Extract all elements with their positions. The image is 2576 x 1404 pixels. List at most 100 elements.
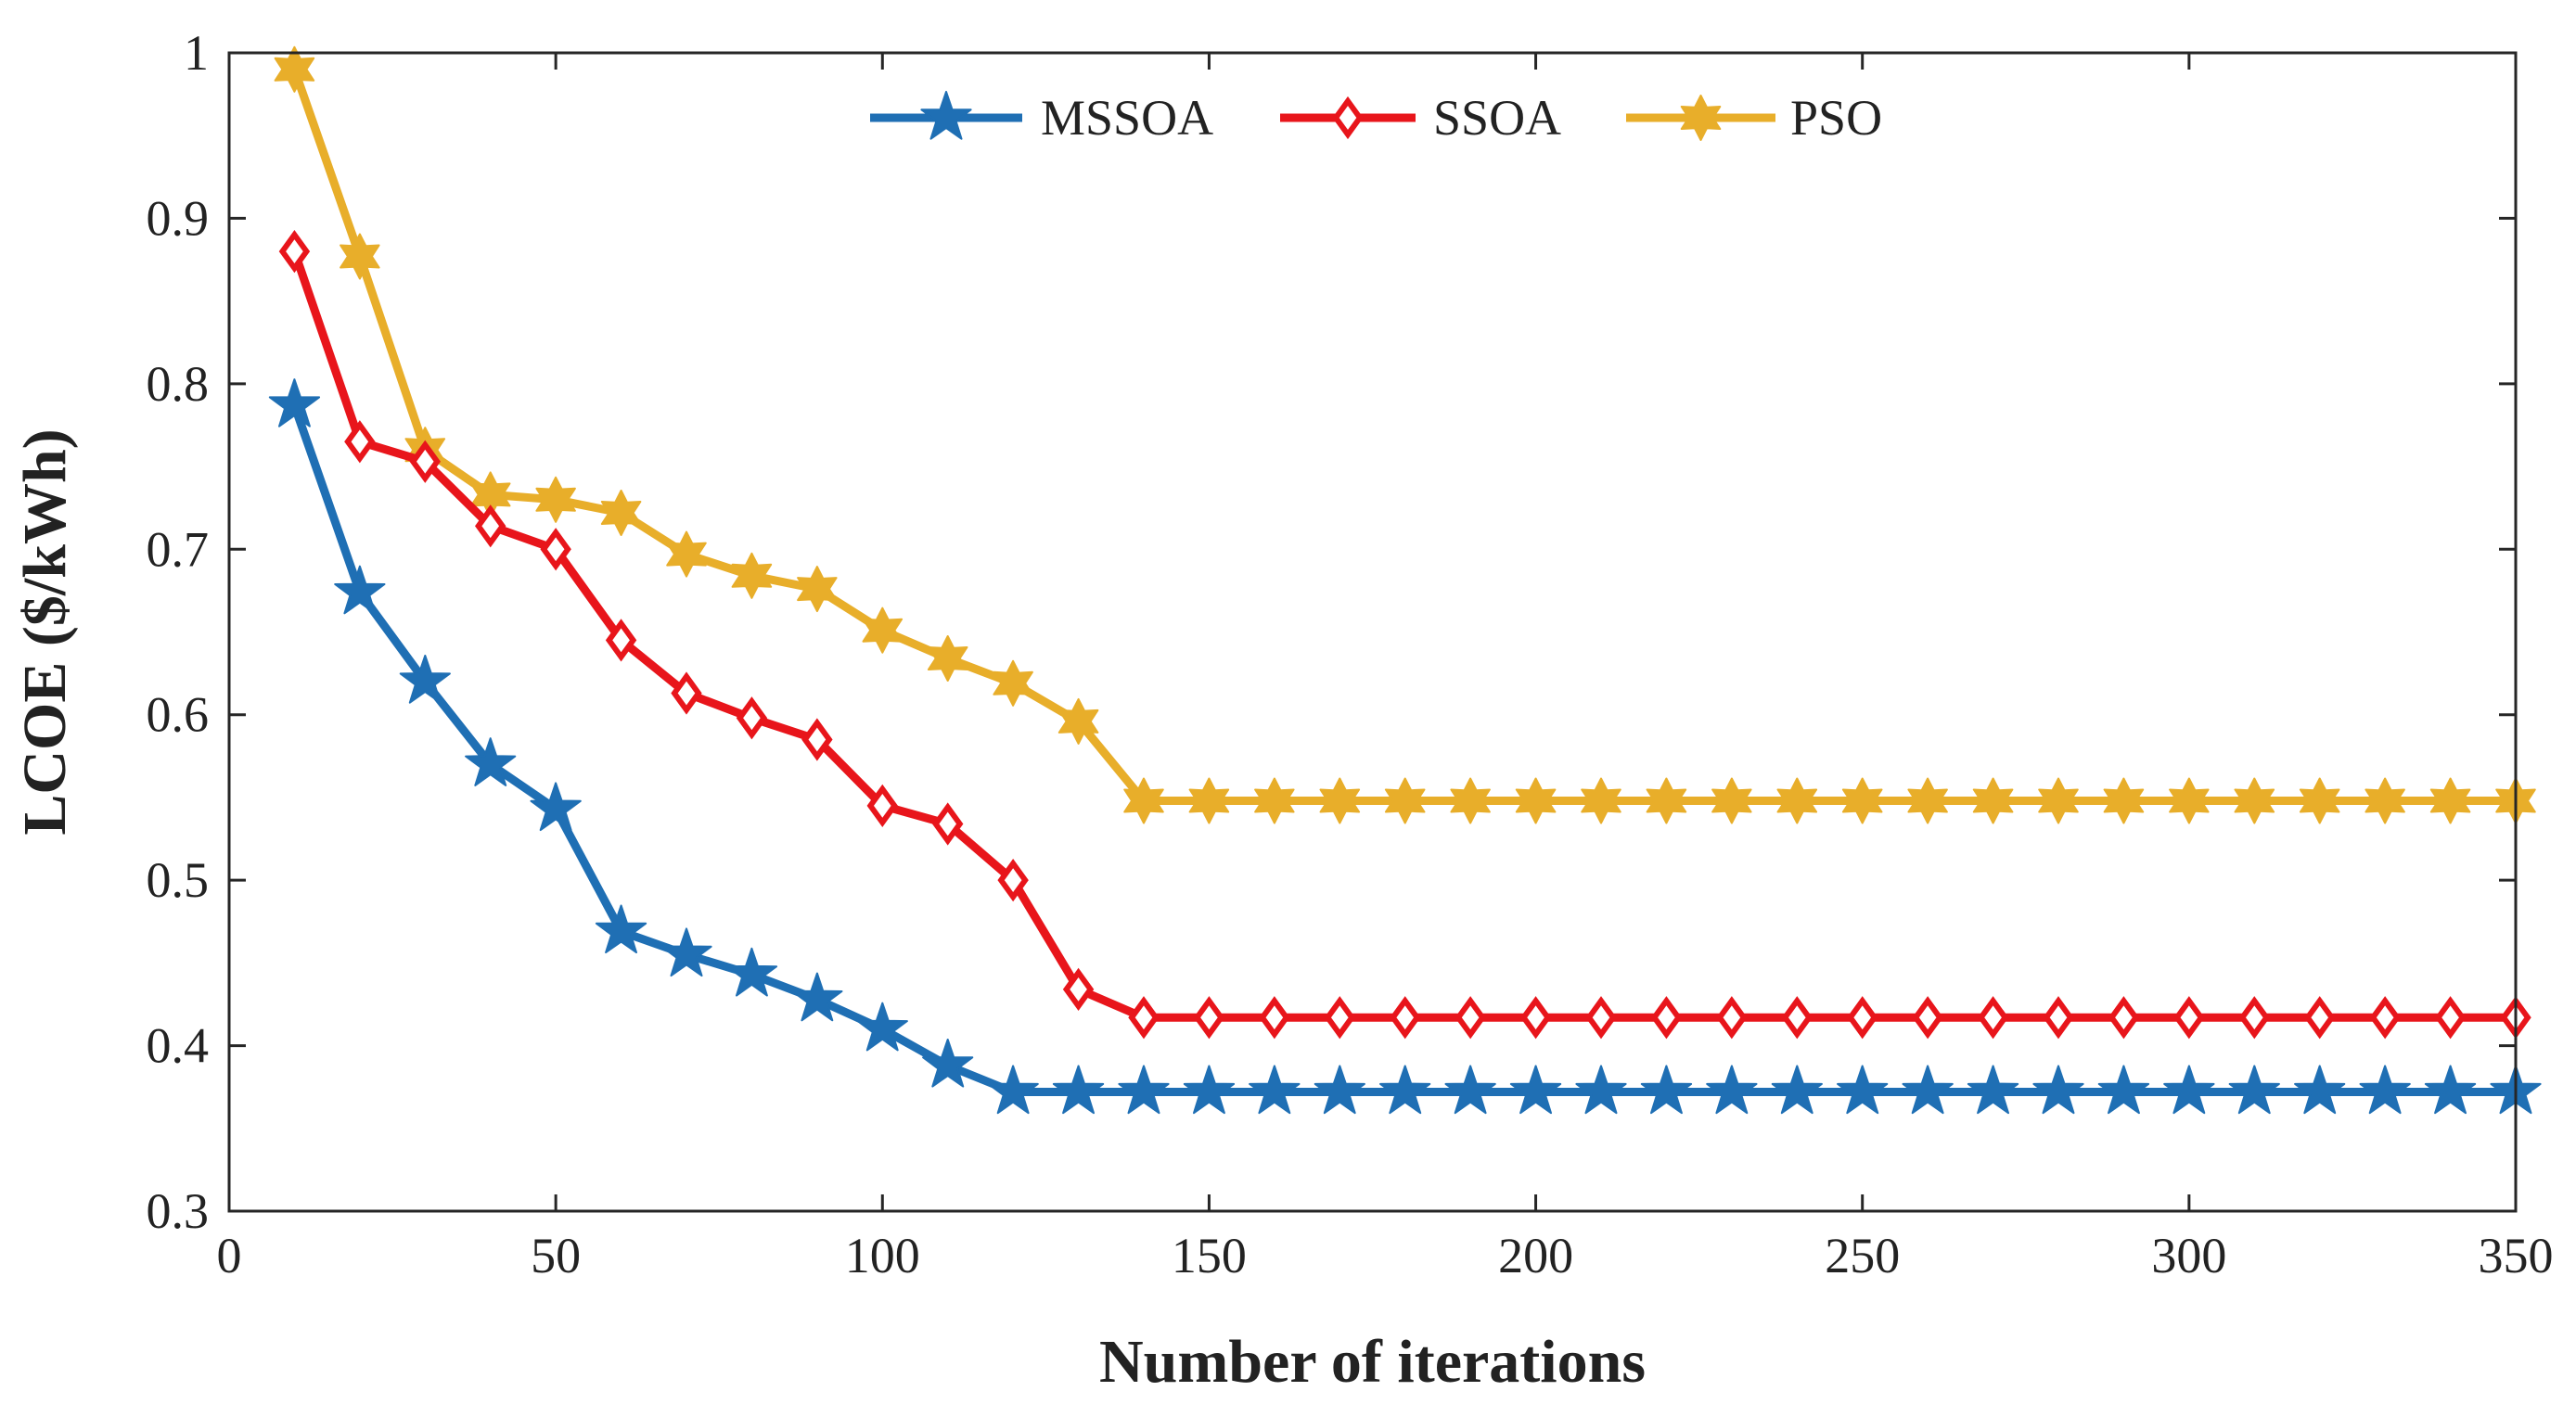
- data-point-mssoa: [2032, 1065, 2084, 1115]
- data-point-pso: [1841, 777, 1883, 824]
- data-point-pso: [2103, 777, 2145, 824]
- y-tick-label: 0.8: [147, 356, 210, 412]
- data-point-mssoa: [334, 565, 386, 615]
- data-point-mssoa: [660, 927, 712, 977]
- data-point-ssoa: [2434, 996, 2467, 1040]
- series-ssoa: [278, 229, 2531, 1040]
- legend-marker-pso: [1680, 95, 1722, 141]
- data-point-ssoa: [1847, 996, 1878, 1040]
- data-point-ssoa: [1519, 996, 1552, 1040]
- data-point-ssoa: [1912, 996, 1943, 1040]
- data-point-pso: [1907, 777, 1948, 824]
- data-point-ssoa: [1585, 996, 1617, 1040]
- data-point-mssoa: [922, 1039, 974, 1088]
- data-point-mssoa: [399, 655, 451, 704]
- data-point-pso: [274, 45, 315, 93]
- legend-entry-pso: PSO: [1626, 90, 1882, 146]
- data-point-pso: [2365, 777, 2405, 824]
- data-point-ssoa: [997, 859, 1029, 902]
- data-point-ssoa: [278, 229, 311, 274]
- data-point-ssoa: [932, 802, 964, 846]
- data-point-pso: [862, 606, 904, 654]
- data-point-ssoa: [605, 619, 637, 662]
- data-point-mssoa: [725, 947, 778, 997]
- legend-entry-ssoa: SSOA: [1280, 90, 1561, 146]
- y-tick-label: 0.4: [147, 1018, 210, 1074]
- legend-entry-mssoa: MSSOA: [870, 90, 1213, 146]
- data-point-ssoa: [671, 671, 702, 715]
- data-point-mssoa: [1314, 1065, 1365, 1115]
- data-point-ssoa: [1716, 996, 1748, 1040]
- data-point-ssoa: [866, 784, 898, 827]
- data-point-mssoa: [1902, 1065, 1954, 1115]
- data-point-ssoa: [1390, 996, 1421, 1040]
- data-point-mssoa: [1706, 1065, 1758, 1115]
- data-point-ssoa: [1259, 996, 1290, 1040]
- legend-label-mssoa: MSSOA: [1041, 90, 1213, 146]
- data-point-pso: [1057, 697, 1099, 745]
- x-tick-label: 100: [845, 1228, 920, 1283]
- data-point-mssoa: [2228, 1065, 2280, 1115]
- data-point-pso: [1581, 777, 1621, 824]
- data-point-mssoa: [1444, 1065, 1496, 1115]
- y-tick-label: 0.9: [147, 190, 210, 246]
- data-point-pso: [1384, 777, 1426, 824]
- data-point-pso: [993, 659, 1033, 707]
- data-point-pso: [731, 552, 773, 599]
- x-tick-label: 250: [1825, 1228, 1900, 1283]
- data-point-pso: [1776, 777, 1818, 824]
- x-tick-label: 0: [217, 1228, 242, 1283]
- data-point-ssoa: [2238, 996, 2270, 1040]
- data-point-ssoa: [2304, 996, 2336, 1040]
- y-axis-title: LCOE ($/kWh): [11, 428, 79, 835]
- data-point-pso: [2429, 777, 2471, 824]
- x-tick-label: 300: [2151, 1228, 2226, 1283]
- data-point-pso: [797, 566, 838, 613]
- data-point-mssoa: [1183, 1065, 1236, 1115]
- legend-label-ssoa: SSOA: [1433, 90, 1561, 146]
- data-point-mssoa: [2163, 1065, 2215, 1115]
- data-point-ssoa: [2043, 996, 2074, 1040]
- data-point-pso: [2038, 777, 2079, 824]
- y-tick-label: 1: [184, 25, 209, 81]
- data-point-ssoa: [1650, 996, 1683, 1040]
- x-tick-label: 200: [1498, 1228, 1573, 1283]
- data-point-ssoa: [1128, 996, 1160, 1040]
- data-point-mssoa: [2097, 1065, 2150, 1115]
- series-mssoa: [268, 378, 2542, 1115]
- data-point-pso: [1515, 777, 1557, 824]
- series-pso: [274, 45, 2536, 824]
- data-point-mssoa: [856, 1002, 908, 1052]
- legend-marker-mssoa: [920, 91, 972, 140]
- data-point-mssoa: [2294, 1065, 2346, 1115]
- legend-label-pso: PSO: [1790, 90, 1882, 146]
- data-point-mssoa: [987, 1065, 1039, 1115]
- data-point-mssoa: [1967, 1065, 2019, 1115]
- data-point-pso: [1450, 777, 1491, 824]
- series-layer: [268, 45, 2542, 1115]
- data-point-pso: [1972, 777, 2014, 824]
- data-point-pso: [2299, 777, 2340, 824]
- data-point-pso: [1711, 777, 1752, 824]
- y-tick-label: 0.5: [147, 852, 210, 908]
- data-point-mssoa: [1509, 1065, 1562, 1115]
- data-point-ssoa: [1781, 996, 1813, 1040]
- x-tick-label: 350: [2479, 1228, 2554, 1283]
- data-point-mssoa: [1837, 1065, 1889, 1115]
- data-point-pso: [2169, 777, 2210, 824]
- x-tick-label: 50: [531, 1228, 581, 1283]
- y-tick-label: 0.7: [147, 521, 210, 577]
- data-point-mssoa: [1640, 1065, 1693, 1115]
- data-point-mssoa: [2424, 1065, 2477, 1115]
- data-point-pso: [535, 476, 576, 523]
- y-tick-label: 0.6: [147, 687, 210, 743]
- data-point-pso: [1319, 777, 1361, 824]
- data-point-ssoa: [1455, 996, 1486, 1040]
- data-point-mssoa: [530, 782, 582, 832]
- data-point-pso: [1188, 777, 1230, 824]
- data-point-ssoa: [1977, 996, 2009, 1040]
- x-axis-title: Number of iterations: [1099, 1328, 1646, 1396]
- data-point-ssoa: [475, 504, 506, 548]
- data-point-mssoa: [1118, 1065, 1170, 1115]
- data-point-ssoa: [2369, 996, 2401, 1040]
